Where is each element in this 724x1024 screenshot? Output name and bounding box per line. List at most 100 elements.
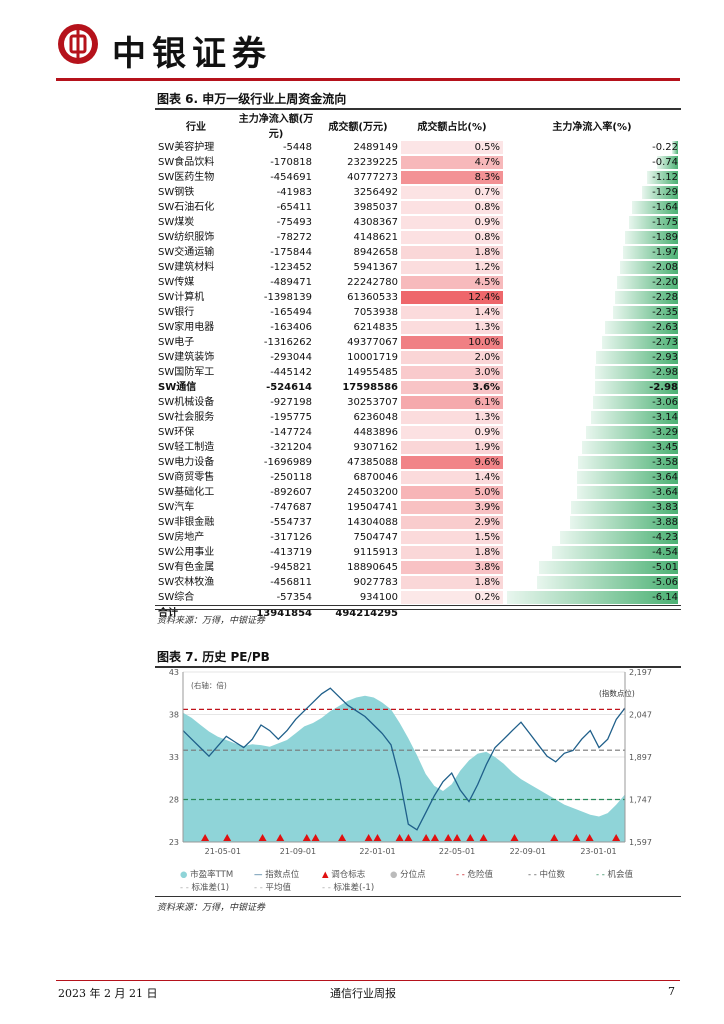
net-inflow-cell-text: -927198: [270, 397, 312, 408]
share-heat-fill: [401, 441, 503, 454]
inflow-rate-bar: [507, 591, 678, 604]
industry-cell: SW计算机: [155, 290, 237, 305]
rebalance-marker: [510, 834, 519, 841]
amount-cell: 6214835: [315, 320, 401, 335]
share-cell-text: 1.3%: [474, 412, 500, 423]
legend-index-label: 指数点位: [265, 870, 300, 880]
inflow-rate-bar: [595, 366, 678, 379]
share-cell: 5.0%: [401, 485, 503, 500]
industry-cell-text: SW轻工制造: [158, 442, 215, 453]
industry-cell: SW农林牧渔: [155, 575, 237, 590]
net-inflow-cell: -489471: [237, 275, 315, 290]
figure6-source: 资料来源：万得，中银证券: [157, 616, 266, 626]
industry-cell-text: SW钢铁: [158, 187, 195, 198]
legend-danger-label: 危险值: [467, 870, 494, 880]
share-heat-fill: [401, 411, 503, 424]
inflow-rate-cell-text: -2.98: [652, 367, 678, 378]
industry-cell-text: SW基础化工: [158, 487, 215, 498]
inflow-rate-cell: -3.83: [503, 500, 681, 515]
share-cell-text: 1.4%: [474, 472, 500, 483]
legend-median: - - 中位数: [528, 868, 565, 880]
share-cell-text: 3.9%: [474, 502, 500, 513]
figure6-top-rule: [155, 108, 681, 110]
table-row: SW社会服务 -195775 6236048 1.3% -3.14: [155, 410, 681, 425]
inflow-rate-bar: [586, 426, 678, 439]
inflow-rate-bar: [604, 321, 678, 334]
rebalance-marker: [364, 834, 373, 841]
net-inflow-cell-text: -165494: [270, 307, 312, 318]
amount-cell: 9115913: [315, 545, 401, 560]
net-inflow-cell-text: -147724: [270, 427, 312, 438]
net-inflow-cell: -413719: [237, 545, 315, 560]
table-row: SW交通运输 -175844 8942658 1.8% -1.97: [155, 245, 681, 260]
industry-cell-text: SW建筑装饰: [158, 352, 215, 363]
inflow-rate-cell: -3.58: [503, 455, 681, 470]
legend-index-swatch: —: [254, 870, 263, 880]
industry-cell-text: SW社会服务: [158, 412, 215, 423]
inflow-rate-cell-text: -5.06: [652, 577, 678, 588]
share-cell: 1.3%: [401, 320, 503, 335]
inflow-rate-cell: -2.98: [503, 380, 681, 395]
amount-cell-text: 22242780: [347, 277, 398, 288]
industry-cell: SW国防军工: [155, 365, 237, 380]
rebalance-marker: [479, 834, 488, 841]
industry-cell: SW传媒: [155, 275, 237, 290]
x-tick-label: 22-01-01: [359, 847, 395, 856]
net-inflow-cell: -123452: [237, 260, 315, 275]
legend-mean: - - 平均值: [254, 881, 291, 893]
amount-cell-text: 8942658: [353, 247, 398, 258]
amount-cell-text: 49377067: [347, 337, 398, 348]
amount-cell-text: 4483896: [353, 427, 398, 438]
share-cell-text: 3.6%: [472, 382, 500, 393]
net-inflow-cell: -1316262: [237, 335, 315, 350]
amount-cell: 8942658: [315, 245, 401, 260]
industry-cell-text: SW石油石化: [158, 202, 215, 213]
share-cell: 2.0%: [401, 350, 503, 365]
net-inflow-cell-text: -293044: [270, 352, 312, 363]
table-row: SW煤炭 -75493 4308367 0.9% -1.75: [155, 215, 681, 230]
amount-cell-text: 14304088: [347, 517, 398, 528]
share-heat-fill: [401, 336, 503, 349]
inflow-rate-bar: [537, 576, 678, 589]
share-cell-text: 8.3%: [474, 172, 500, 183]
rebalance-marker: [223, 834, 232, 841]
share-cell: 6.1%: [401, 395, 503, 410]
inflow-rate-cell-text: -3.64: [652, 472, 678, 483]
share-cell-text: 0.9%: [474, 217, 500, 228]
share-cell-text: 0.5%: [474, 142, 500, 153]
rebalance-marker: [201, 834, 210, 841]
industry-cell: SW美容护理: [155, 140, 237, 155]
fund-flow-table: 行业 主力净流入额(万元) 成交额(万元) 成交额占比(%) 主力净流入率(%)…: [155, 110, 681, 621]
industry-cell: SW煤炭: [155, 215, 237, 230]
industry-cell-text: SW电子: [158, 337, 195, 348]
share-cell: 3.0%: [401, 365, 503, 380]
share-heat-fill: [401, 351, 503, 364]
share-heat-fill: [401, 186, 503, 199]
amount-cell-text: 30253707: [347, 397, 398, 408]
net-inflow-cell: -250118: [237, 470, 315, 485]
legend-marker-swatch: ▲: [322, 870, 329, 880]
share-heat-fill: [401, 201, 503, 214]
share-cell: 0.2%: [401, 590, 503, 606]
share-cell: 1.5%: [401, 530, 503, 545]
table-row: SW钢铁 -41983 3256492 0.7% -1.29: [155, 185, 681, 200]
share-cell: 4.7%: [401, 155, 503, 170]
net-inflow-cell: -147724: [237, 425, 315, 440]
inflow-rate-bar: [592, 396, 678, 409]
share-cell: 1.8%: [401, 545, 503, 560]
legend-sd-minus: - - 标准差(-1): [322, 881, 374, 893]
left-axis-note: (右轴：倍): [191, 680, 227, 690]
inflow-rate-cell-text: -3.06: [652, 397, 678, 408]
amount-cell-text: 5941367: [353, 262, 398, 273]
inflow-rate-bar: [576, 471, 678, 484]
net-inflow-cell: -78272: [237, 230, 315, 245]
amount-cell: 19504741: [315, 500, 401, 515]
inflow-rate-cell: -5.01: [503, 560, 681, 575]
x-tick-label: 22-09-01: [510, 847, 546, 856]
industry-cell: SW钢铁: [155, 185, 237, 200]
share-cell: 0.8%: [401, 200, 503, 215]
amount-cell-text: 14955485: [347, 367, 398, 378]
pe-pb-chart: 43 2,197 38 2,047 33 1,897 28 1,747 23 1,597 21-05…: [169, 668, 652, 856]
net-inflow-cell-text: -321204: [270, 442, 312, 453]
net-inflow-cell-text: -175844: [270, 247, 312, 258]
